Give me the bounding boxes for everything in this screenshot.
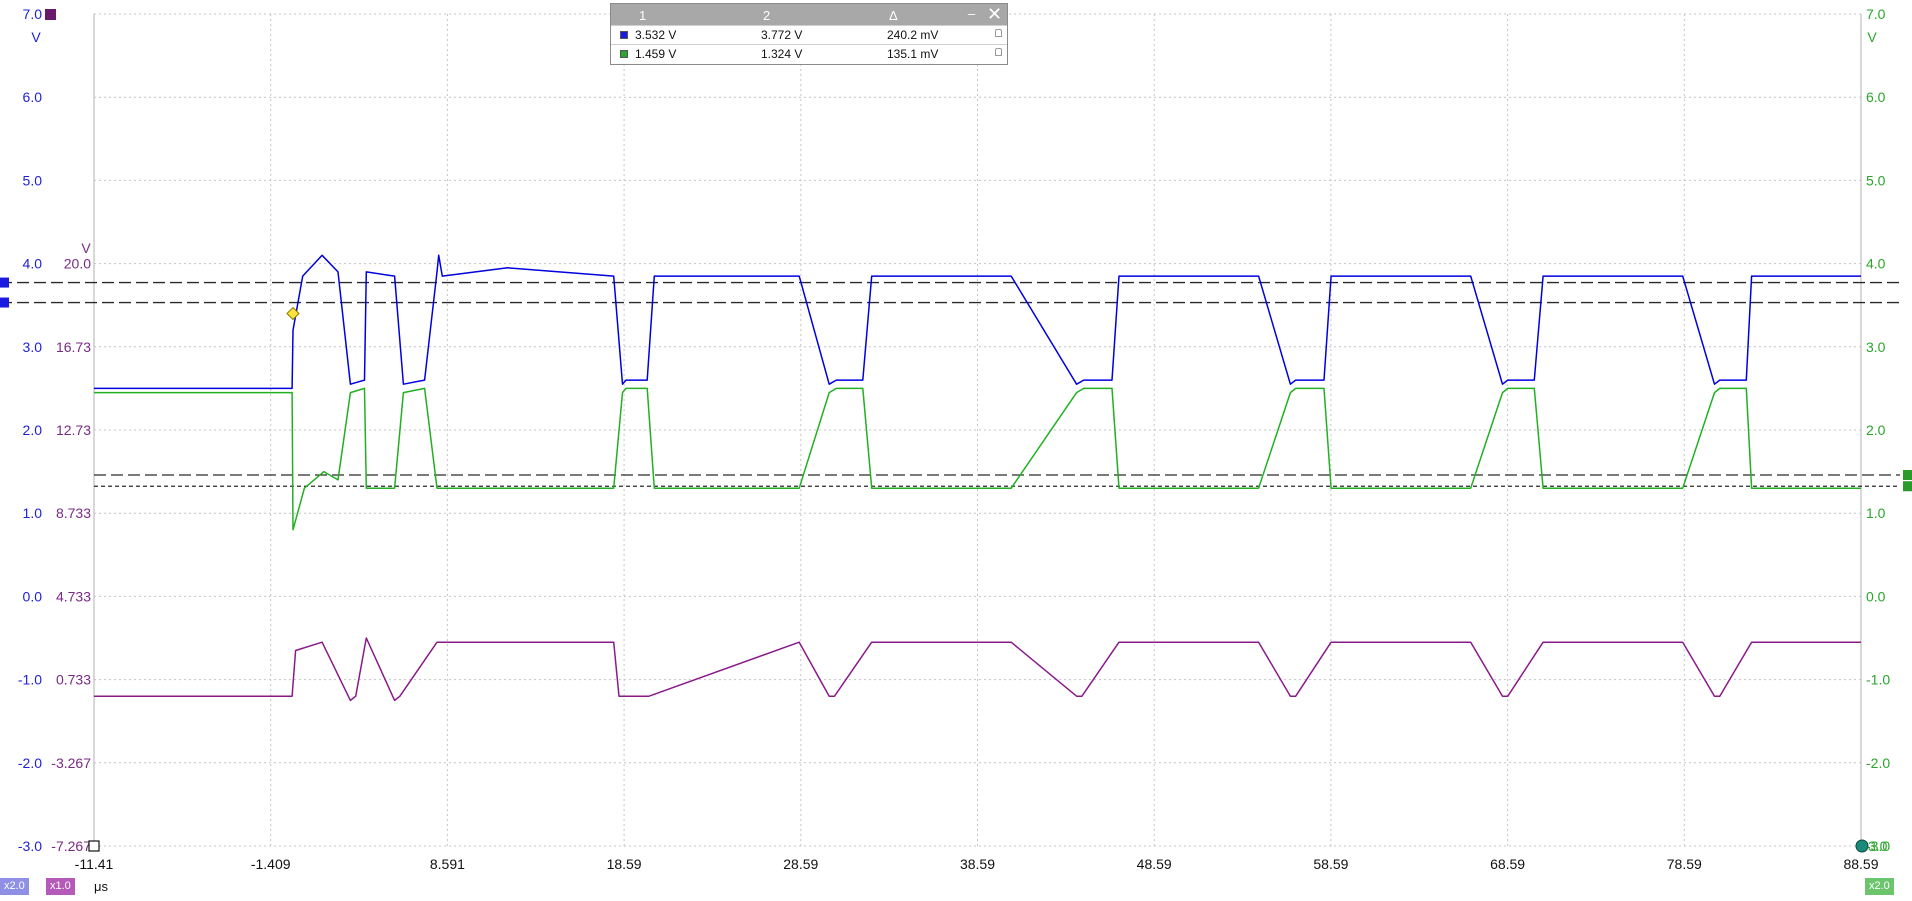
left-axis-tick-label: 4.0 [23, 256, 43, 272]
left-axis-tick-label: 3.0 [23, 339, 43, 355]
right-axis-tick-label: 2.0 [1866, 422, 1886, 438]
channel-b-scale-badge[interactable]: x1.0 [46, 878, 75, 895]
col-cursor-2-header: 2 [763, 8, 771, 23]
delta-value: 135.1 mV [887, 47, 939, 61]
minimize-button[interactable]: – [967, 6, 976, 21]
channel-color-swatch [620, 31, 628, 39]
math-axis-tick-label: 4.733 [56, 588, 91, 604]
grid [93, 13, 1862, 847]
channel-c-scale-badge[interactable]: x2.0 [1865, 878, 1894, 895]
channel-a-cursor-handle[interactable] [0, 277, 9, 288]
math-axis-tick-label: 12.73 [56, 422, 91, 438]
right-axis-tick-label: 6.0 [1866, 89, 1886, 105]
lock-icon[interactable] [995, 29, 1002, 37]
right-axis-tick-label: -3.0 [1866, 838, 1890, 854]
x-axis-tick-label: 38.59 [960, 856, 995, 872]
origin-marker[interactable] [88, 840, 100, 852]
channel-b-cursor-handle[interactable] [1903, 470, 1912, 481]
math-axis-tick-label: 0.733 [56, 672, 91, 688]
math-axis-tick-label: 8.733 [56, 505, 91, 521]
math-axis-tick-label: -7.267 [51, 838, 91, 854]
delta-value: 240.2 mV [887, 28, 939, 42]
x-axis-tick-label: 8.591 [430, 856, 465, 872]
x-axis-tick-label: -11.41 [75, 856, 114, 872]
right-axis-tick-label: 5.0 [1866, 172, 1886, 188]
right-axis-tick-label: 3.0 [1866, 339, 1886, 355]
right-axis-tick-label: -1.0 [1866, 672, 1890, 688]
right-axis-tick-label: 4.0 [1866, 256, 1886, 272]
trace-series-3 [94, 637, 1861, 702]
lock-icon[interactable] [995, 48, 1002, 56]
trigger-marker[interactable] [286, 306, 300, 321]
cursor-1-value: 3.532 V [635, 28, 677, 42]
math-axis-tick-label: 20.0 [64, 256, 91, 272]
left-axis-tick-label: -1.0 [18, 672, 42, 688]
x-axis-tick-label: 18.59 [607, 856, 642, 872]
cursor-2-value: 3.772 V [761, 28, 803, 42]
left-axis-unit: V [31, 29, 41, 45]
axis-labels: 7.06.05.04.03.02.01.00.0-1.0-2.0-3.0V20.… [18, 6, 1890, 872]
x-axis-tick-label: 88.59 [1843, 856, 1878, 872]
right-axis-tick-label: 7.0 [1866, 6, 1886, 22]
cursor-1-value: 1.459 V [635, 47, 677, 61]
channel-color-swatch [620, 50, 628, 58]
left-axis-tick-label: -3.0 [18, 838, 42, 854]
left-axis-tick-label: 1.0 [23, 505, 43, 521]
right-axis-tick-label: -2.0 [1866, 755, 1890, 771]
time-reference-marker[interactable] [1855, 839, 1869, 853]
left-axis-tick-label: 0.0 [23, 588, 43, 604]
left-axis-tick-label: 2.0 [23, 422, 43, 438]
x-axis-tick-label: 58.59 [1313, 856, 1348, 872]
markers[interactable] [0, 9, 1912, 853]
cursor-2-value: 1.324 V [761, 47, 803, 61]
left-axis-tick-label: 6.0 [23, 89, 43, 105]
cursor-measurement-table[interactable]: 1 2 Δ – ✕ 3.532 V 3.772 V 240.2 mV 1.459… [610, 3, 1008, 65]
traces [94, 254, 1861, 702]
time-unit-label: μs [94, 879, 108, 894]
cursor-table-header[interactable]: 1 2 Δ – ✕ [611, 4, 1007, 25]
x-axis-tick-label: 28.59 [783, 856, 818, 872]
cursor-row-channel-a: 3.532 V 3.772 V 240.2 mV [611, 25, 1007, 45]
col-cursor-1-header: 1 [639, 8, 647, 23]
math-axis-tick-label: 16.73 [56, 339, 91, 355]
channel-math-offset-marker[interactable] [45, 9, 56, 20]
x-axis-tick-label: -1.409 [251, 856, 291, 872]
close-button[interactable]: ✕ [986, 4, 1003, 24]
cursor-row-channel-b: 1.459 V 1.324 V 135.1 mV [611, 44, 1007, 64]
right-axis-unit: V [1867, 29, 1877, 45]
left-axis-tick-label: 7.0 [23, 6, 43, 22]
channel-a-scale-badge[interactable]: x2.0 [0, 878, 29, 895]
left-axis-tick-label: -2.0 [18, 755, 42, 771]
channel-b-cursor-handle[interactable] [1903, 481, 1912, 492]
trace-series-1 [94, 254, 1861, 390]
math-axis-tick-label: -3.267 [51, 755, 91, 771]
x-axis-tick-label: 78.59 [1667, 856, 1702, 872]
left-axis-tick-label: 5.0 [23, 172, 43, 188]
cursor-lines[interactable] [0, 281, 1900, 487]
math-axis-unit: V [81, 240, 91, 256]
channel-a-cursor-handle[interactable] [0, 297, 9, 308]
x-axis-tick-label: 68.59 [1490, 856, 1525, 872]
right-axis-tick-label: 1.0 [1866, 505, 1886, 521]
right-marker-label: 3.0 [1868, 838, 1888, 854]
right-axis-tick-label: 0.0 [1866, 588, 1886, 604]
col-delta-header: Δ [889, 8, 898, 23]
trace-series-2 [94, 387, 1861, 531]
x-axis-tick-label: 48.59 [1137, 856, 1172, 872]
